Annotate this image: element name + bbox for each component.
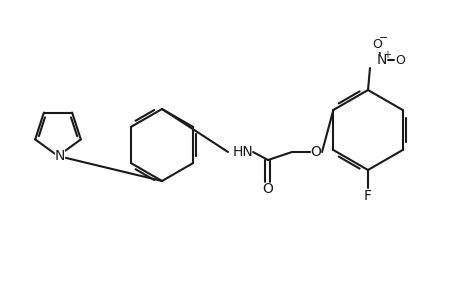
Bar <box>235 146 251 158</box>
Text: −: − <box>379 33 388 43</box>
Bar <box>56 149 64 163</box>
Bar <box>263 182 272 196</box>
Text: O: O <box>310 145 321 159</box>
Bar <box>377 53 386 67</box>
Text: O: O <box>262 182 273 196</box>
Bar <box>372 38 381 50</box>
Text: O: O <box>394 53 404 67</box>
Text: HN: HN <box>232 145 253 159</box>
Text: N: N <box>376 53 386 67</box>
Bar <box>311 146 320 158</box>
Text: +: + <box>382 50 390 60</box>
Bar <box>395 53 403 67</box>
Text: N: N <box>55 149 65 163</box>
Text: F: F <box>363 189 371 203</box>
Text: O: O <box>371 38 381 50</box>
Bar <box>363 190 372 202</box>
